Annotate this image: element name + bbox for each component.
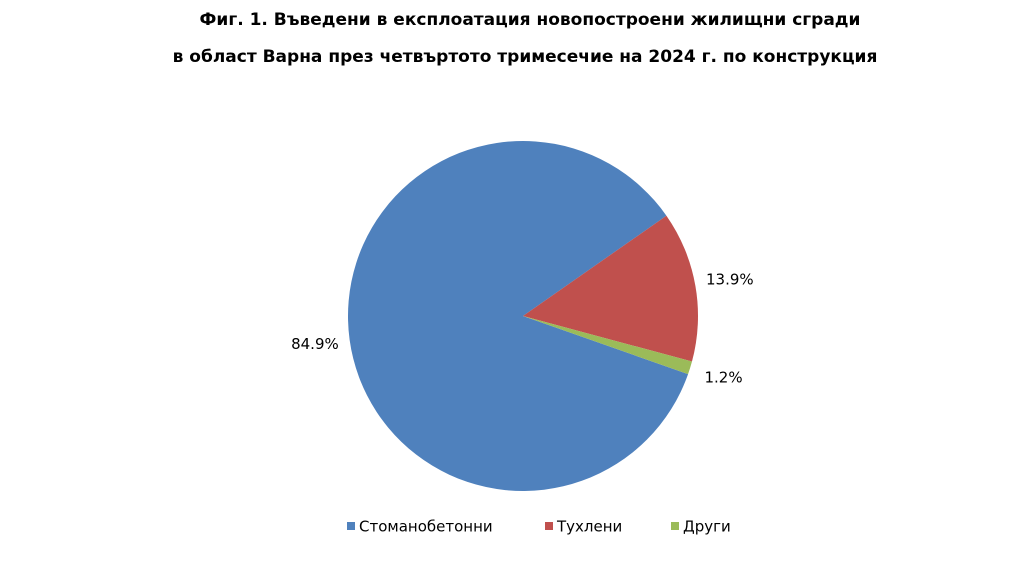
data-label: 1.2%: [705, 369, 743, 387]
chart-title: Фиг. 1. Въведени в експлоатация новопост…: [200, 10, 861, 30]
legend-swatch: [671, 522, 679, 530]
legend-label: Стоманобетонни: [359, 518, 493, 536]
legend-swatch: [347, 522, 355, 530]
chart-subtitle: в област Варна през четвъртото тримесечи…: [173, 47, 878, 67]
pie-slice: [523, 316, 692, 375]
legend-label: Други: [683, 518, 731, 536]
pie-slice: [523, 215, 698, 362]
legend-swatch: [545, 522, 553, 530]
data-label: 84.9%: [291, 335, 339, 353]
pie-slice: [348, 141, 689, 492]
data-label: 13.9%: [706, 270, 754, 288]
legend-label: Тухлени: [556, 518, 622, 536]
